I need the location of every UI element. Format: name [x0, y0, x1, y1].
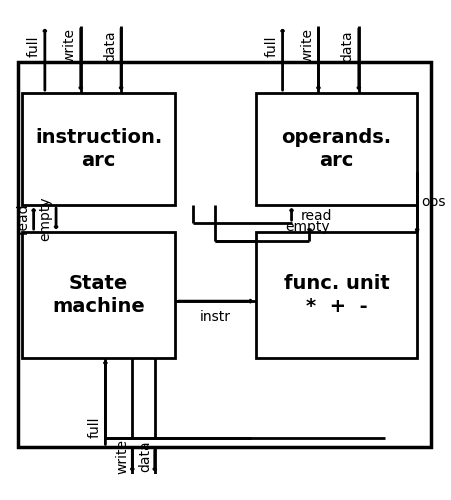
Text: empty: empty	[284, 220, 329, 234]
Text: ops: ops	[421, 195, 445, 209]
FancyBboxPatch shape	[255, 232, 416, 358]
Text: read: read	[15, 203, 29, 234]
Text: State
machine: State machine	[52, 274, 145, 316]
Text: write: write	[115, 439, 129, 474]
Text: full: full	[87, 416, 101, 438]
Text: func. unit
*  +  -: func. unit * + -	[283, 274, 388, 316]
FancyBboxPatch shape	[18, 62, 430, 448]
FancyBboxPatch shape	[23, 93, 175, 205]
Text: read: read	[300, 210, 331, 224]
Text: operands.
arc: operands. arc	[281, 128, 391, 170]
Text: write: write	[299, 28, 313, 64]
Text: data: data	[340, 30, 354, 62]
Text: full: full	[264, 35, 278, 56]
Text: write: write	[62, 28, 76, 64]
FancyBboxPatch shape	[23, 232, 175, 358]
Text: instr: instr	[199, 310, 230, 324]
Text: full: full	[27, 35, 41, 56]
Text: data: data	[138, 440, 152, 472]
Text: data: data	[103, 30, 117, 62]
Text: empty: empty	[38, 196, 52, 241]
Text: instruction.
arc: instruction. arc	[35, 128, 162, 170]
FancyBboxPatch shape	[255, 93, 416, 205]
